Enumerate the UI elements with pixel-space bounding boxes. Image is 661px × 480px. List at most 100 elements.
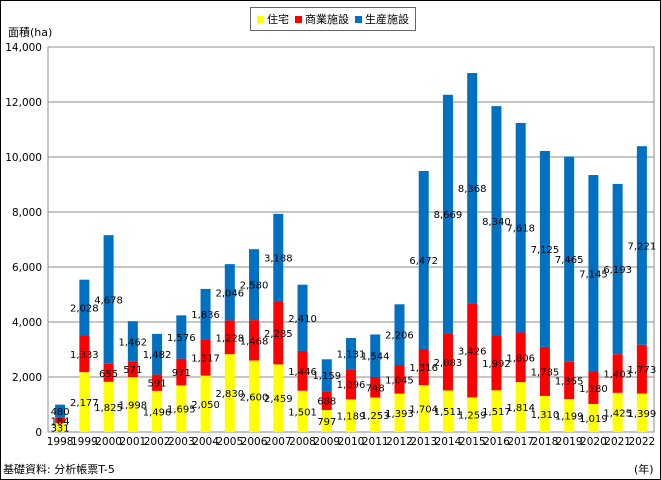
data-label-residential: 2,600	[240, 392, 269, 403]
data-label-commercial: 1,468	[240, 336, 269, 347]
bar-production	[152, 333, 163, 375]
bar-production	[249, 249, 260, 321]
data-label-commercial: 1,180	[579, 384, 608, 395]
bar-commercial	[224, 320, 235, 355]
bar-production	[176, 315, 187, 359]
legend-label-production: 生産施設	[365, 13, 409, 26]
x-tick-label: 2001	[119, 436, 146, 448]
source-note: 基礎資料: 分析帳票T-5	[3, 463, 115, 476]
data-label-production: 1,836	[191, 310, 220, 321]
data-label-commercial: 1,316	[409, 363, 438, 374]
bar-commercial	[176, 358, 187, 386]
data-label-residential: 1,501	[288, 407, 317, 418]
x-tick-label: 2010	[338, 436, 365, 448]
data-label-residential: 1,253	[361, 411, 390, 422]
data-label-residential: 2,459	[264, 394, 293, 405]
bar-production	[346, 338, 356, 370]
x-tick-label: 2003	[168, 436, 195, 448]
data-label-commercial: 748	[366, 383, 385, 394]
bar-production	[224, 264, 235, 321]
data-label-production: 6,193	[603, 265, 632, 276]
y-tick-label: 10,000	[5, 152, 42, 164]
data-label-production: 8,368	[458, 184, 487, 195]
bar-production	[55, 404, 66, 418]
x-tick-label: 2014	[435, 436, 462, 448]
data-label-residential: 2,177	[70, 398, 99, 409]
data-label-production: 7,145	[579, 269, 608, 280]
bar-residential	[588, 403, 599, 432]
x-tick-label: 2005	[216, 436, 243, 448]
bar-production	[442, 94, 453, 334]
bar-residential	[491, 390, 502, 432]
data-label-production: 7,221	[628, 241, 657, 252]
data-label-commercial: 1,992	[482, 359, 511, 370]
bar-commercial	[200, 339, 211, 376]
bar-commercial	[588, 371, 599, 404]
x-tick-label: 2009	[313, 436, 340, 448]
y-tick-label: 6,000	[12, 262, 42, 274]
data-label-production: 2,580	[240, 281, 269, 292]
bar-residential	[273, 364, 284, 432]
bar-commercial	[370, 376, 381, 398]
bar-commercial	[103, 363, 114, 382]
bar-commercial	[55, 417, 66, 423]
x-tick-label: 2002	[144, 436, 171, 448]
bar-commercial	[442, 333, 453, 391]
bar-production	[612, 183, 623, 355]
data-label-residential: 1,511	[434, 407, 463, 418]
legend-item-commercial: 商業施設	[295, 11, 349, 27]
x-tick-label: 2007	[265, 436, 292, 448]
data-label-commercial: 1,096	[337, 380, 366, 391]
data-label-residential: 797	[317, 417, 336, 428]
data-label-residential: 1,199	[555, 412, 584, 423]
bar-production	[467, 73, 478, 304]
x-tick-label: 1999	[71, 436, 98, 448]
legend-label-commercial: 商業施設	[305, 13, 349, 26]
data-label-production: 8,669	[434, 210, 463, 221]
bar-production	[636, 146, 647, 345]
data-label-commercial: 184	[51, 416, 70, 427]
data-label-commercial: 591	[148, 379, 167, 390]
data-label-commercial: 2,083	[434, 358, 463, 369]
bar-residential	[515, 382, 526, 432]
data-label-commercial: 1,403	[603, 370, 632, 381]
bar-residential	[467, 397, 478, 432]
bar-residential	[249, 360, 260, 432]
data-label-residential: 1,189	[337, 412, 366, 423]
data-label-production: 8,340	[482, 217, 511, 228]
data-label-production: 7,125	[531, 245, 560, 256]
data-label-production: 1,462	[119, 337, 148, 348]
bar-commercial	[539, 346, 550, 396]
data-label-residential: 1,310	[531, 410, 560, 421]
bar-residential	[79, 372, 90, 432]
bar-commercial	[418, 348, 429, 386]
legend-item-residential: 住宅	[257, 11, 289, 27]
bar-production	[491, 106, 502, 336]
bar-residential	[636, 393, 647, 432]
y-tick-label: 14,000	[5, 42, 42, 54]
y-tick-label: 8,000	[12, 207, 42, 219]
bar-commercial	[467, 303, 478, 398]
legend-item-production: 生産施設	[355, 11, 409, 27]
data-label-production: 2,028	[70, 304, 99, 315]
bar-commercial	[273, 301, 284, 365]
x-tick-label: 2019	[556, 436, 583, 448]
data-label-residential: 1,704	[409, 405, 438, 416]
data-label-production: 2,206	[385, 331, 414, 342]
x-tick-label: 2021	[604, 436, 631, 448]
data-label-production: 6,472	[409, 256, 438, 267]
data-label-commercial: 2,285	[264, 329, 293, 340]
data-label-residential: 1,814	[506, 403, 535, 414]
bar-commercial	[249, 320, 260, 361]
data-label-commercial: 688	[317, 397, 336, 408]
data-label-residential: 1,425	[603, 408, 632, 419]
data-label-commercial: 1,317	[191, 354, 220, 365]
y-tick-label: 12,000	[5, 97, 42, 109]
data-label-commercial: 571	[123, 365, 142, 376]
data-label-production: 1,576	[167, 333, 196, 344]
legend-swatch-commercial	[295, 15, 302, 23]
bar-production	[79, 279, 90, 336]
data-label-commercial: 1,333	[70, 350, 99, 361]
data-label-commercial: 1,045	[385, 375, 414, 386]
